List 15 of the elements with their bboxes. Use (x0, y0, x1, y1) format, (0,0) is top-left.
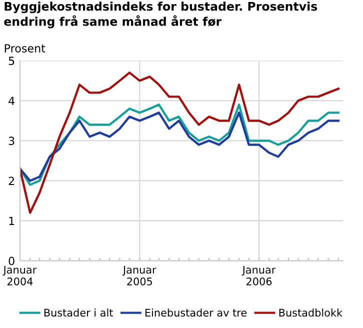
line-series (20, 72, 340, 214)
y-tick-label: 4 (8, 96, 14, 105)
y-tick-label: 0 (8, 256, 14, 266)
y-tick-label: 3 (8, 136, 14, 146)
y-tick-label: 5 (8, 56, 14, 66)
y-tick-label: 1 (9, 216, 14, 225)
legend-label: Bustader i alt (44, 308, 113, 317)
y-axis-title: Prosent (4, 44, 46, 53)
legend-label: Einebustader av tre (145, 308, 247, 317)
y-tick-label: 2 (8, 176, 14, 185)
legend-label: Bustadblokk (279, 308, 342, 317)
chart-title: Byggjekostnadsindeks for bustader. Prosentvis endring frå same månad året før (4, 2, 318, 28)
x-tick-label: Januar 2006 (242, 266, 276, 286)
x-tick-label: Januar 2004 (2, 266, 37, 286)
x-tick-label: Januar 2005 (122, 266, 156, 286)
